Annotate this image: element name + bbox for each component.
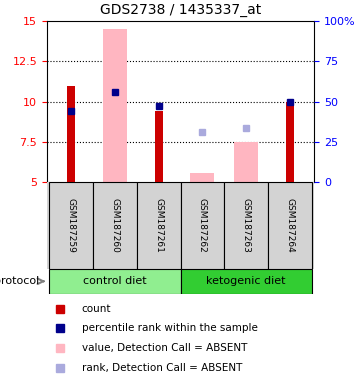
Text: count: count xyxy=(82,304,111,314)
Text: GSM187263: GSM187263 xyxy=(242,198,251,253)
Bar xyxy=(234,142,258,182)
Bar xyxy=(103,29,127,182)
Bar xyxy=(137,182,180,269)
Bar xyxy=(224,182,268,269)
Bar xyxy=(180,269,312,294)
Text: GSM187262: GSM187262 xyxy=(198,198,207,253)
Text: rank, Detection Call = ABSENT: rank, Detection Call = ABSENT xyxy=(82,363,242,373)
Bar xyxy=(180,182,224,269)
Text: control diet: control diet xyxy=(83,276,147,286)
Bar xyxy=(49,269,180,294)
Text: ketogenic diet: ketogenic diet xyxy=(206,276,286,286)
Bar xyxy=(268,182,312,269)
Bar xyxy=(155,111,162,182)
Text: protocol: protocol xyxy=(0,276,39,286)
Text: percentile rank within the sample: percentile rank within the sample xyxy=(82,323,257,333)
Text: GSM187260: GSM187260 xyxy=(110,198,119,253)
Title: GDS2738 / 1435337_at: GDS2738 / 1435337_at xyxy=(100,3,261,17)
Bar xyxy=(49,182,93,269)
Text: GSM187261: GSM187261 xyxy=(154,198,163,253)
Bar xyxy=(190,173,214,182)
Bar xyxy=(67,86,75,182)
Bar xyxy=(286,102,294,182)
Text: value, Detection Call = ABSENT: value, Detection Call = ABSENT xyxy=(82,343,247,353)
Text: GSM187259: GSM187259 xyxy=(66,198,75,253)
Bar xyxy=(93,182,137,269)
Text: GSM187264: GSM187264 xyxy=(286,198,295,253)
